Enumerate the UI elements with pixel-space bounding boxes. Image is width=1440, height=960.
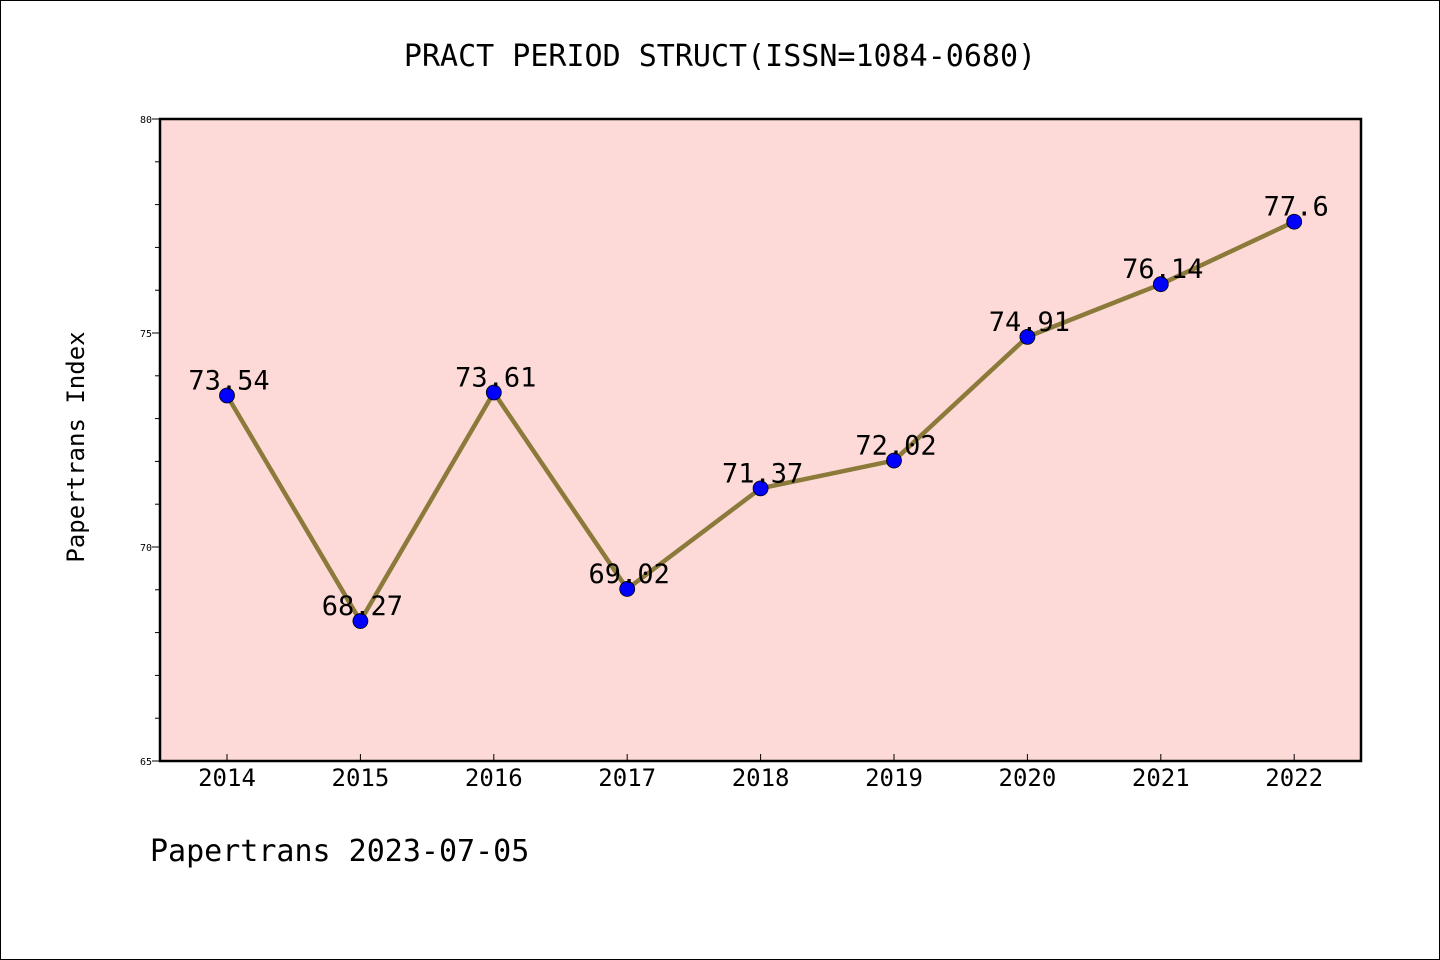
x-tick-label: 2015 [332,764,390,792]
x-tick-label: 2016 [465,764,523,792]
data-label: 76.14 [1122,254,1203,285]
x-tick-label: 2022 [1265,764,1323,792]
data-label: 77.6 [1264,192,1329,223]
data-labels: 73.54 68.27 73.61 69.02 71.37 72.02 74.91 76.14… [188,192,1328,622]
data-label: 72.02 [855,431,936,462]
x-tick-label: 2018 [732,764,790,792]
plot-area [160,119,1361,761]
data-label: 73.61 [455,362,536,393]
data-point [485,384,502,401]
data-label: 69.02 [589,559,670,590]
chart-title: PRACT PERIOD STRUCT(ISSN=1084-0680) [404,39,1036,74]
plot-border [158,117,1363,763]
data-label: 68.27 [322,591,403,622]
data-label: 71.37 [722,458,803,489]
footer-credit: Papertrans 2023-07-05 [150,834,530,869]
x-tick-label: 2021 [1132,764,1190,792]
data-point [352,613,369,629]
data-point [752,480,769,497]
y-tick-label: 65 [140,757,152,768]
y-axis: 65 70 75 80 [140,115,160,768]
data-label: 74.91 [989,307,1070,338]
x-tick-label: 2019 [865,764,923,792]
data-point [1286,213,1303,230]
data-point [1019,328,1036,345]
data-point [619,581,636,597]
data-markers [219,213,1303,629]
data-point [219,387,235,404]
y-axis-label: Papertrans Index [62,331,90,562]
x-tick-label: 2017 [598,764,656,792]
y-tick-label: 70 [140,543,152,554]
x-tick-label: 2020 [999,764,1057,792]
data-label: 73.54 [188,365,269,396]
data-point [886,452,902,469]
y-tick-label: 80 [140,115,152,126]
y-tick-label: 75 [140,329,152,340]
x-axis: 2014 2015 2016 2017 2018 2019 2020 2021 2022 [198,754,1323,792]
x-tick-label: 2014 [198,764,256,792]
data-point [1152,276,1169,293]
